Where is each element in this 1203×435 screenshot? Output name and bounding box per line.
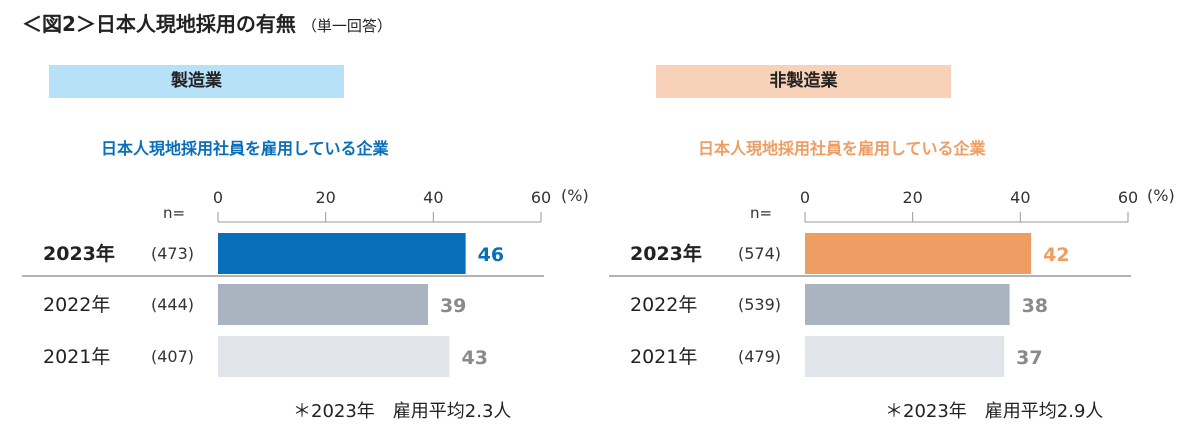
chart-panel-non-manufacturing: 非製造業 日本人現地採用社員を雇用している企業 (%) n= 0 20 40 60 42…: [587, 0, 1188, 435]
data-label: 42: [1043, 244, 1069, 266]
sample-size-label: (407): [151, 347, 194, 366]
x-tick-label: 60: [531, 188, 551, 207]
sample-size-label: (574): [738, 244, 781, 263]
chart-subtitle: 日本人現地採用社員を雇用している企業: [101, 139, 389, 158]
data-label: 46: [478, 244, 504, 266]
chart-note: ＊2023年 雇用平均2.9人: [885, 401, 1104, 422]
title-note: （単一回答）: [301, 17, 392, 35]
sample-size-label: (473): [151, 244, 194, 263]
unit-label: (%): [1147, 186, 1175, 205]
year-label: 2022年: [43, 294, 110, 316]
year-label: 2023年: [630, 242, 702, 265]
data-label: 39: [440, 295, 466, 317]
sample-size-label: (479): [738, 347, 781, 366]
bar-chart-svg: 0 20 40 60 46 2023年 (473) 39 2022年 (444) 43 2021年 (4…: [22, 188, 551, 377]
x-tick-label: 0: [213, 188, 223, 207]
bar: [805, 336, 1005, 377]
year-label: 2021年: [43, 346, 110, 368]
page-title: ＜図2＞日本人現地採用の有無 （単一回答）: [22, 8, 392, 37]
bar: [805, 284, 1010, 325]
chart-panel-manufacturing: 製造業 日本人現地採用社員を雇用している企業 (%) n= 0 20 40 60 46 2…: [0, 0, 601, 435]
sample-size-label: (539): [738, 295, 781, 314]
bar: [218, 233, 466, 274]
x-tick-label: 20: [902, 188, 922, 207]
data-label: 37: [1016, 347, 1042, 369]
chart-note: ＊2023年 雇用平均2.3人: [293, 401, 512, 422]
n-label: n=: [163, 204, 186, 222]
data-label: 43: [461, 347, 487, 369]
chart-subtitle: 日本人現地採用社員を雇用している企業: [698, 139, 986, 158]
x-tick-label: 40: [1010, 188, 1030, 207]
unit-label: (%): [561, 186, 589, 205]
x-tick-label: 20: [315, 188, 335, 207]
n-label: n=: [750, 204, 773, 222]
x-tick-label: 60: [1118, 188, 1138, 207]
bar: [218, 336, 450, 377]
bar: [218, 284, 428, 325]
sample-size-label: (444): [151, 295, 194, 314]
year-label: 2022年: [630, 294, 697, 316]
x-tick-label: 0: [800, 188, 810, 207]
category-badge: 非製造業: [656, 65, 951, 98]
bar-chart-svg: 0 20 40 60 42 2023年 (574) 38 2022年 (539) 37 2021年 (4…: [609, 188, 1138, 377]
x-tick-label: 40: [423, 188, 443, 207]
title-text: ＜図2＞日本人現地採用の有無: [22, 12, 296, 36]
category-badge: 製造業: [49, 65, 344, 98]
year-label: 2021年: [630, 346, 697, 368]
bar: [805, 233, 1032, 274]
year-label: 2023年: [43, 242, 115, 265]
data-label: 38: [1022, 295, 1048, 317]
